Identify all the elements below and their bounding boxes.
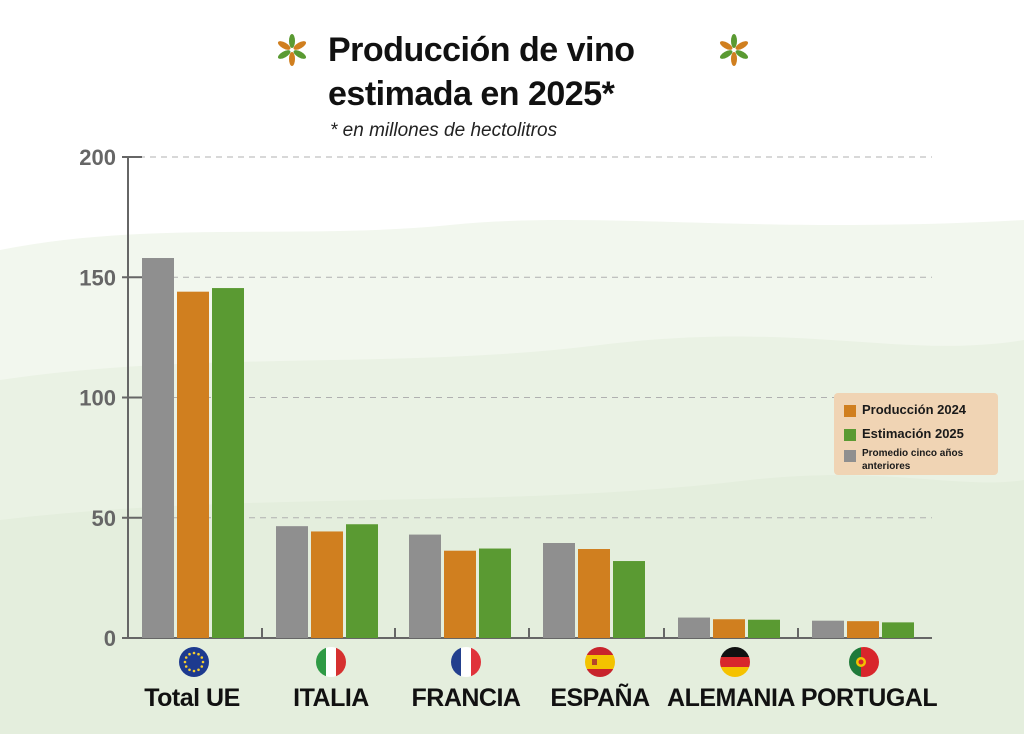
bar-espana-produccion-2024 — [578, 549, 610, 638]
category-label-espana: ESPAÑA — [550, 684, 650, 712]
chart-title: Producción de vino estimada en 2025* — [328, 28, 635, 116]
legend-item-estimacion-2025: Estimación 2025 — [844, 426, 964, 442]
flower-right-icon — [719, 34, 749, 66]
germany-flag-icon — [720, 647, 750, 677]
chart-title-line-2: estimada en 2025* — [328, 75, 615, 113]
y-tick-label-50: 50 — [92, 506, 116, 531]
bar-francia-estimacion-2025 — [479, 548, 511, 638]
portugal-flag-icon — [849, 647, 879, 677]
france-flag-icon — [451, 647, 481, 677]
bar-espana-promedio — [543, 543, 575, 638]
category-label-italia: ITALIA — [293, 684, 369, 712]
category-label-francia: FRANCIA — [411, 684, 522, 712]
category-label-alemania: ALEMANIA — [667, 684, 795, 712]
bar-portugal-produccion-2024 — [847, 621, 879, 638]
bar-portugal-estimacion-2025 — [882, 622, 914, 638]
eu-flag-icon — [179, 647, 209, 677]
legend-swatch-promedio — [844, 450, 856, 462]
y-tick-label-100: 100 — [79, 386, 116, 411]
chart-title-line-1: Producción de vino — [328, 31, 635, 69]
bar-francia-promedio — [409, 534, 441, 638]
legend-label-estimacion-2025: Estimación 2025 — [862, 426, 964, 441]
legend-swatch-estimacion-2025 — [844, 429, 856, 441]
legend-swatch-produccion-2024 — [844, 405, 856, 417]
bar-total-ue-produccion-2024 — [177, 291, 209, 638]
bar-italia-promedio — [276, 526, 308, 638]
spain-flag-icon — [585, 647, 615, 677]
category-label-total-ue: Total UE — [144, 684, 240, 712]
bar-italia-estimacion-2025 — [346, 524, 378, 638]
y-tick-label-0: 0 — [104, 626, 116, 651]
y-tick-label-150: 150 — [79, 265, 116, 290]
bar-alemania-promedio — [678, 617, 710, 638]
legend-label-produccion-2024: Producción 2024 — [862, 402, 967, 417]
bar-italia-produccion-2024 — [311, 531, 343, 638]
legend-label-promedio: Promedio cinco años anteriores — [862, 448, 964, 472]
bar-total-ue-promedio — [142, 258, 174, 638]
bar-total-ue-estimacion-2025 — [212, 288, 244, 638]
flower-left-icon — [277, 34, 307, 66]
y-tick-label-200: 200 — [79, 145, 116, 170]
legend-item-produccion-2024: Producción 2024 — [844, 402, 966, 418]
bar-francia-produccion-2024 — [444, 550, 476, 638]
chart-subtitle: * en millones de hectolitros — [330, 120, 558, 141]
bar-alemania-estimacion-2025 — [748, 619, 780, 638]
legend: Producción 2024 Estimación 2025 Promedio… — [834, 393, 998, 475]
category-label-portugal: PORTUGAL — [800, 684, 938, 712]
bar-portugal-promedio — [812, 620, 844, 638]
bar-espana-estimacion-2025 — [613, 561, 645, 638]
italy-flag-icon — [316, 647, 346, 677]
legend-item-promedio: Promedio cinco años anteriores — [844, 447, 982, 473]
bar-alemania-produccion-2024 — [713, 619, 745, 638]
